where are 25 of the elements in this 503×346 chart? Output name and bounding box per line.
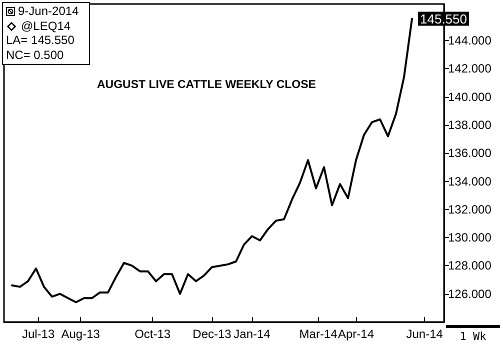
x-tick-label: Jul-13 — [22, 327, 55, 341]
x-tick-label: Mar-14 — [299, 327, 338, 341]
y-tick-label: 140.000 — [448, 90, 492, 104]
y-tick-label: 136.000 — [448, 146, 492, 160]
x-tick-label: Oct-13 — [134, 327, 171, 341]
y-tick-label: 130.000 — [448, 230, 492, 245]
annotation: NC= 0.500 — [6, 48, 65, 62]
annotation: LA= 145.550 — [6, 33, 76, 48]
data-label: 145.550 — [420, 11, 467, 26]
y-tick-label: 128.000 — [448, 258, 492, 273]
y-tick-label: 132.000 — [448, 202, 492, 216]
annotation: 9-Jun-2014 — [17, 4, 80, 18]
y-tick-label: 126.000 — [448, 286, 492, 301]
text: 1 Wk — [446, 325, 500, 343]
y-tick-label: 134.000 — [448, 174, 492, 188]
y-tick-label: 142.000 — [448, 62, 492, 76]
x-tick-label: Jun-14 — [406, 327, 444, 341]
y-tick-label: 144.000 — [448, 34, 492, 48]
x-tick-label: Apr-14 — [338, 327, 374, 341]
x-tick-label: Aug-13 — [61, 327, 100, 341]
text: AUGUST LIVE CATTLE WEEKLY CLOSE — [97, 79, 316, 91]
annotation: @LEQ14 — [20, 18, 72, 33]
y-tick-label: 138.000 — [448, 118, 492, 132]
x-tick-label: Jan-14 — [234, 327, 271, 341]
x-tick-label: Dec-13 — [192, 327, 232, 341]
